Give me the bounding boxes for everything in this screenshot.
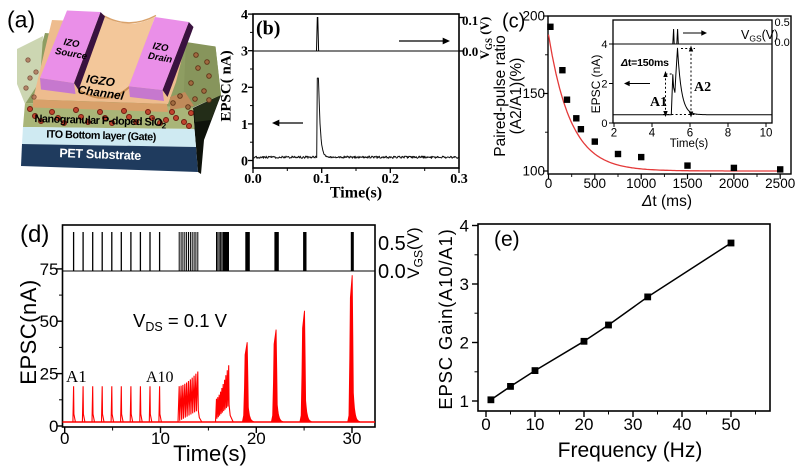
svg-text:0: 0 xyxy=(545,176,553,191)
svg-text:IGZO: IGZO xyxy=(85,72,116,90)
svg-text:1000: 1000 xyxy=(626,176,656,191)
svg-text:A2: A2 xyxy=(694,80,711,95)
svg-text:0.5: 0.5 xyxy=(378,233,406,255)
svg-text:50: 50 xyxy=(40,312,59,331)
svg-text:500: 500 xyxy=(584,176,607,191)
svg-text:0.3: 0.3 xyxy=(450,172,468,187)
svg-text:0: 0 xyxy=(49,417,58,436)
svg-text:20: 20 xyxy=(575,415,594,434)
svg-text:VGS(V): VGS(V) xyxy=(404,227,426,278)
svg-text:IZO: IZO xyxy=(63,37,81,51)
svg-text:4: 4 xyxy=(649,128,656,140)
svg-text:0.0: 0.0 xyxy=(462,44,478,59)
svg-text:10: 10 xyxy=(151,429,170,448)
svg-text:Δt=150ms: Δt=150ms xyxy=(620,57,669,69)
svg-text:Frequency (Hz): Frequency (Hz) xyxy=(558,439,703,462)
svg-text:20: 20 xyxy=(247,429,266,448)
svg-text:2: 2 xyxy=(241,81,248,96)
svg-text:30: 30 xyxy=(624,415,643,434)
svg-text:4: 4 xyxy=(601,39,607,51)
svg-text:EPSC (nA): EPSC (nA) xyxy=(589,55,603,114)
svg-text:10: 10 xyxy=(760,128,773,140)
svg-text:3: 3 xyxy=(241,45,248,60)
svg-text:(e): (e) xyxy=(494,228,520,251)
svg-text:(A2/A1)(%): (A2/A1)(%) xyxy=(508,58,525,135)
svg-text:0.0: 0.0 xyxy=(775,37,790,49)
svg-text:A1: A1 xyxy=(66,367,87,386)
svg-text:PET Substrate: PET Substrate xyxy=(59,146,141,163)
svg-text:0: 0 xyxy=(241,155,248,170)
svg-text:50: 50 xyxy=(722,415,741,434)
svg-text:ITO Bottom layer (Gate): ITO Bottom layer (Gate) xyxy=(46,128,157,143)
svg-text:2000: 2000 xyxy=(719,176,749,191)
svg-text:Time(s): Time(s) xyxy=(330,185,382,202)
svg-text:0: 0 xyxy=(481,415,490,434)
svg-text:Drain: Drain xyxy=(147,51,173,66)
svg-text:8: 8 xyxy=(725,128,731,140)
svg-text:3: 3 xyxy=(460,275,469,294)
svg-text:40: 40 xyxy=(673,415,692,434)
svg-text:IZO: IZO xyxy=(152,41,170,55)
svg-text:0.5: 0.5 xyxy=(775,17,790,29)
svg-text:0: 0 xyxy=(60,429,69,448)
svg-text:2: 2 xyxy=(601,79,607,91)
svg-text:75: 75 xyxy=(40,260,59,279)
svg-text:0.1: 0.1 xyxy=(462,13,478,28)
svg-text:(d): (d) xyxy=(20,221,49,248)
svg-text:30: 30 xyxy=(343,429,362,448)
svg-text:0.2: 0.2 xyxy=(382,172,400,187)
svg-text:1: 1 xyxy=(241,118,248,133)
svg-text:100: 100 xyxy=(522,164,545,179)
svg-text:Δt (ms): Δt (ms) xyxy=(641,193,692,210)
svg-text:4: 4 xyxy=(460,217,469,236)
svg-text:1500: 1500 xyxy=(672,176,702,191)
svg-text:Time(s): Time(s) xyxy=(670,138,709,150)
svg-text:EPSC Gain(A10/A1): EPSC Gain(A10/A1) xyxy=(435,228,456,409)
svg-text:150: 150 xyxy=(522,86,545,101)
svg-text:EPSC( nA): EPSC( nA) xyxy=(219,50,235,121)
svg-text:6: 6 xyxy=(687,128,693,140)
svg-text:2: 2 xyxy=(611,128,617,140)
svg-text:Time(s): Time(s) xyxy=(173,441,247,466)
svg-text:Channel: Channel xyxy=(77,83,126,103)
svg-text:A1: A1 xyxy=(650,95,667,110)
svg-text:2: 2 xyxy=(460,334,469,353)
svg-text:2500: 2500 xyxy=(765,176,795,191)
svg-text:1: 1 xyxy=(460,392,469,411)
svg-text:0.1: 0.1 xyxy=(313,172,331,187)
svg-text:200: 200 xyxy=(522,9,545,24)
svg-text:EPSC(nA): EPSC(nA) xyxy=(16,279,41,384)
svg-text:0: 0 xyxy=(601,118,607,130)
svg-text:(a): (a) xyxy=(7,7,35,33)
svg-text:0.0: 0.0 xyxy=(378,261,406,283)
svg-text:25: 25 xyxy=(40,365,59,384)
svg-text:A10: A10 xyxy=(146,369,174,386)
svg-text:Paired-pulse ratio: Paired-pulse ratio xyxy=(492,35,509,156)
svg-text:(c): (c) xyxy=(502,11,525,33)
svg-text:4: 4 xyxy=(241,8,248,23)
svg-text:0.0: 0.0 xyxy=(244,172,262,187)
svg-text:10: 10 xyxy=(526,415,545,434)
svg-text:(b): (b) xyxy=(256,18,280,40)
